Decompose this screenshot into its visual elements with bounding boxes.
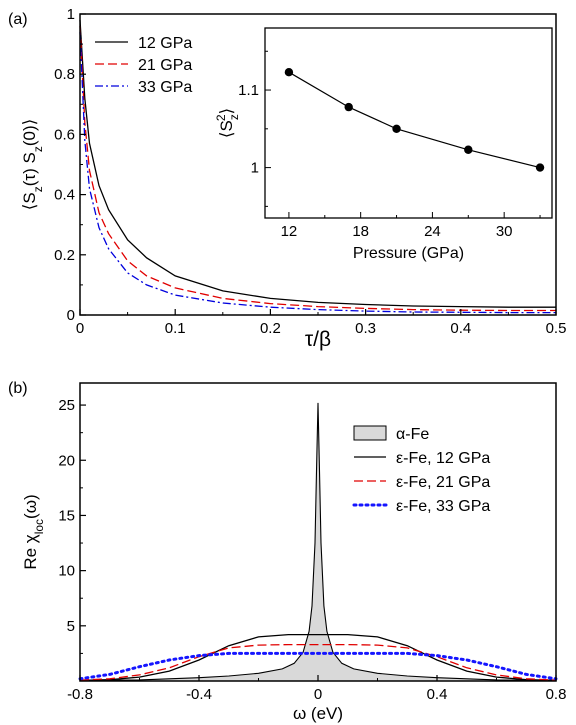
inset-y-axis-label: ⟨Sz2⟩ (214, 108, 241, 138)
x-axis-label-a: τ/β (305, 328, 331, 351)
inset-y-tick-label: 1.1 (238, 82, 259, 99)
legend-entry-label: 21 GPa (138, 57, 192, 74)
y-tick-label: 1 (67, 6, 75, 23)
x-axis-label-b: ω (eV) (293, 704, 343, 723)
y-axis-label-a: ⟨Sz(τ) Sz(0)⟩ (20, 119, 45, 211)
y-tick-label: 0.8 (54, 66, 75, 83)
x-tick-label: 0.3 (355, 320, 376, 337)
x-tick-label: 0.4 (427, 686, 448, 703)
inset-x-tick-label: 18 (352, 223, 369, 240)
y-tick-label: 0.2 (54, 247, 75, 264)
inset-x-tick-label: 24 (424, 223, 441, 240)
series-line-2 (79, 643, 557, 681)
legend-entry-label: ε-Fe, 33 GPa (396, 498, 490, 515)
legend-b: α-Fe ε-Fe, 12 GPa ε-Fe, 21 GPa ε-Fe, 33 GPa (352, 425, 490, 515)
x-tick-label: 0.2 (260, 320, 281, 337)
x-tick-label: 0.4 (450, 320, 471, 337)
inset-x-tick-label: 30 (496, 223, 513, 240)
y-tick-label: 0.6 (54, 126, 75, 143)
legend-entry-label: α-Fe (396, 426, 429, 443)
y-axis-label-b: Re χloc(ω) (21, 494, 46, 569)
panel-b-label: (b) (8, 380, 28, 397)
y-tick-label: 15 (58, 507, 75, 524)
panel-a-label: (a) (8, 11, 28, 28)
series-area-alpha-fe (79, 402, 557, 682)
inset-marker (464, 145, 473, 154)
x-tick-label: 0 (314, 686, 322, 703)
x-tick-label: 0 (76, 320, 84, 337)
series-line-33-gpa (79, 32, 556, 314)
x-tick-label: -0.4 (186, 686, 212, 703)
inset-x-axis-label: Pressure (GPa) (353, 245, 464, 262)
x-tick-label: 0.5 (546, 320, 567, 337)
inset-marker (392, 124, 401, 134)
y-tick-label: 25 (58, 397, 75, 414)
inset-x-tick-label: 12 (281, 223, 298, 240)
legend-entry-label: ε-Fe, 12 GPa (396, 450, 490, 467)
inset-y-tick-label: 1 (251, 160, 259, 177)
y-tick-label: 20 (58, 452, 75, 469)
y-tick-label: 0.4 (54, 187, 75, 204)
panel-a-plot (79, 19, 556, 314)
y-tick-label: 10 (58, 563, 75, 580)
series-line-21-gpa (79, 25, 556, 312)
x-tick-label: 0.1 (165, 320, 186, 337)
series-line-3 (78, 651, 558, 681)
panel-b-plot (78, 402, 558, 682)
inset-marker (344, 102, 353, 112)
legend-a: 12 GPa 21 GPa 33 GPa (95, 35, 192, 96)
legend-swatch (353, 425, 387, 441)
legend-entry-label: 33 GPa (138, 79, 192, 96)
inset-frame (264, 27, 553, 219)
y-tick-label: 0 (67, 307, 75, 324)
x-tick-label: -0.8 (67, 686, 93, 703)
y-tick-label: 5 (67, 618, 75, 635)
x-tick-label: 0.8 (546, 686, 567, 703)
series-line-12-gpa (79, 19, 556, 308)
inset-marker (535, 163, 545, 172)
series-line-1 (79, 633, 557, 682)
legend-entry-label: 12 GPa (138, 35, 192, 52)
legend-entry-label: ε-Fe, 21 GPa (396, 474, 490, 491)
inset-marker (284, 68, 294, 77)
